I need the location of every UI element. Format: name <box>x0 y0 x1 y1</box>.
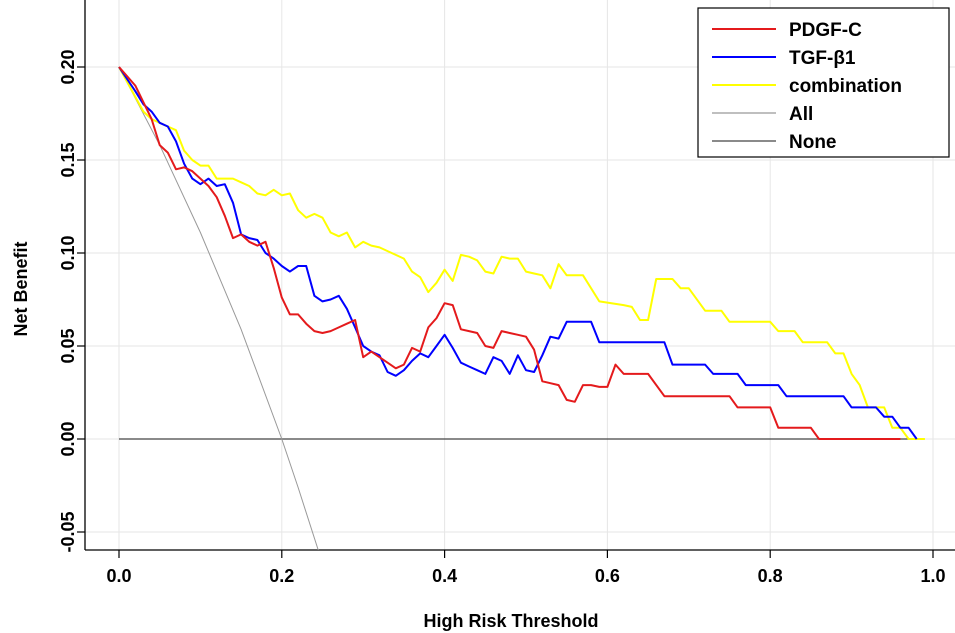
x-tick-label: 0.6 <box>595 566 620 586</box>
legend-label: All <box>789 104 813 125</box>
x-tick-label: 0.4 <box>432 566 457 586</box>
x-tick-label: 0.2 <box>269 566 294 586</box>
legend-label: combination <box>789 76 902 97</box>
legend-label: PDGF-C <box>789 20 862 41</box>
x-axis-title: High Risk Threshold <box>423 611 598 631</box>
series-all-line <box>118 66 319 550</box>
series-lines <box>118 66 925 550</box>
y-tick-label: 0.20 <box>58 49 78 84</box>
legend-box <box>697 7 950 158</box>
x-tick-label: 0.8 <box>758 566 783 586</box>
y-tick-label: 0.15 <box>58 142 78 177</box>
y-tick-label: 0.00 <box>58 421 78 456</box>
legend-label: TGF-β1 <box>789 48 856 69</box>
y-tick-label: 0.10 <box>58 235 78 270</box>
series-tgf-b1-line <box>118 66 918 440</box>
y-tick-label: 0.05 <box>58 328 78 363</box>
x-tick-label: 1.0 <box>920 566 945 586</box>
series-pdgf-c-line <box>118 66 901 440</box>
x-tick-label: 0.0 <box>106 566 131 586</box>
axes: 0.0 0.2 0.4 0.6 0.8 1.0 -0.05 0.00 0.05 0.10 0.15 0… <box>58 0 955 586</box>
legend: PDGF-C TGF-β1 combination All None <box>697 7 950 158</box>
legend-label: None <box>789 132 837 153</box>
series-combination-line <box>118 66 925 440</box>
y-tick-label: -0.05 <box>58 511 78 552</box>
y-axis-title: Net Benefit <box>11 241 31 336</box>
